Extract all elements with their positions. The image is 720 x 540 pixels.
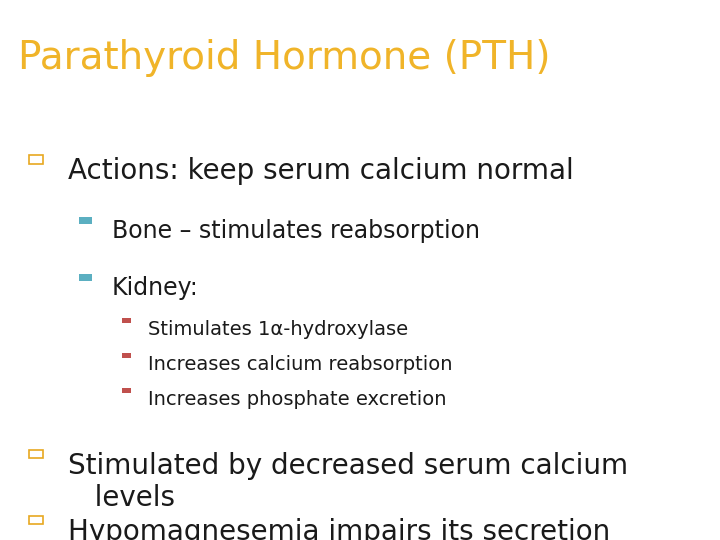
Bar xyxy=(79,217,92,224)
Bar xyxy=(122,353,131,358)
Bar xyxy=(122,388,131,393)
Text: Stimulated by decreased serum calcium
   levels: Stimulated by decreased serum calcium le… xyxy=(68,452,629,512)
Text: Parathyroid Hormone (PTH): Parathyroid Hormone (PTH) xyxy=(18,39,551,77)
Bar xyxy=(29,516,43,524)
Text: Bone – stimulates reabsorption: Bone – stimulates reabsorption xyxy=(112,219,480,242)
Text: Increases calcium reabsorption: Increases calcium reabsorption xyxy=(148,355,452,374)
Text: Actions: keep serum calcium normal: Actions: keep serum calcium normal xyxy=(68,157,574,185)
Text: Hypomagnesemia impairs its secretion: Hypomagnesemia impairs its secretion xyxy=(68,518,611,540)
Bar xyxy=(29,450,43,458)
Text: Stimulates 1α-hydroxylase: Stimulates 1α-hydroxylase xyxy=(148,320,408,339)
Text: Increases phosphate excretion: Increases phosphate excretion xyxy=(148,390,446,409)
Bar xyxy=(79,274,92,281)
Bar xyxy=(122,318,131,323)
Text: Kidney:: Kidney: xyxy=(112,276,198,300)
Bar xyxy=(29,155,43,164)
